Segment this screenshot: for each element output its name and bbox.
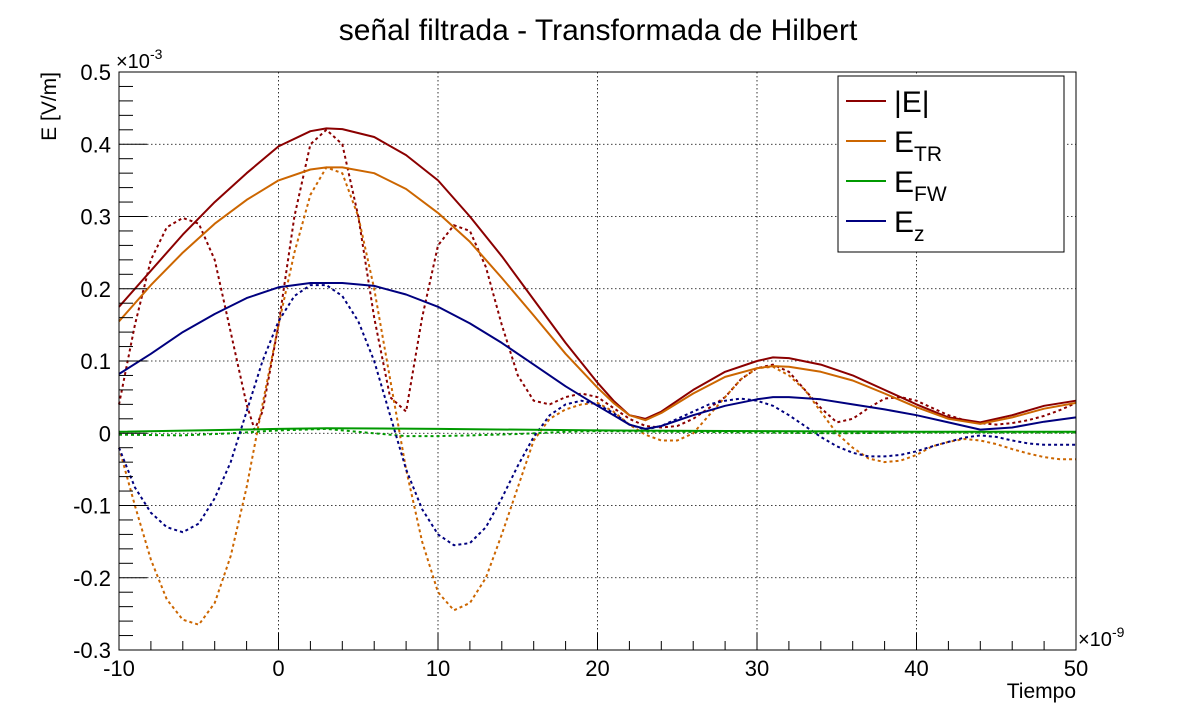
axis-ticks (118, 71, 1077, 651)
y-tick-label: 0.2 (80, 277, 111, 302)
legend-label: ETR (894, 126, 942, 166)
y-tick-label: 0.4 (80, 132, 111, 157)
x-tick-labels: -10 0 10 20 30 40 50 (103, 656, 1088, 681)
series-abs_signal (118, 128, 1077, 431)
x-axis-label: Tiempo (1007, 680, 1076, 703)
series-etr_signal (118, 166, 1076, 626)
y-tick-label: -0.1 (73, 494, 111, 519)
legend-label: Ez (894, 206, 925, 246)
x-tick-label: 50 (1064, 656, 1088, 681)
series-efw_envelope (118, 427, 1076, 433)
legend-label: |E| (894, 86, 930, 119)
x-tick-label: 10 (426, 656, 450, 681)
y-tick-label: 0.5 (80, 60, 111, 85)
data-series (118, 127, 1077, 626)
y-tick-label: 0 (99, 421, 111, 446)
y-tick-label: 0.1 (80, 349, 111, 374)
series-efw_signal (118, 427, 1076, 438)
y-tick-labels: -0.3 -0.2 -0.1 0 0.1 0.2 0.3 0.4 0.5 (73, 60, 111, 663)
series-abs_envelope (118, 127, 1077, 424)
x-tick-label: 20 (585, 656, 609, 681)
x-tick-label: 40 (904, 656, 928, 681)
x-axis-multiplier: ×10-9 (1078, 624, 1125, 651)
x-tick-label: 30 (745, 656, 769, 681)
x-tick-label: -10 (103, 656, 135, 681)
series-etr_envelope (118, 166, 1077, 425)
x-tick-label: 0 (272, 656, 284, 681)
y-tick-label: -0.2 (73, 566, 111, 591)
y-axis-multiplier: ×10-3 (116, 46, 163, 73)
legend-label: EFW (894, 166, 947, 206)
y-axis-label: E [V/m] (38, 72, 61, 141)
y-tick-label: 0.3 (80, 205, 111, 230)
legend-box (837, 75, 1065, 253)
y-tick-label: -0.3 (73, 638, 111, 663)
series-ez_envelope (118, 282, 1077, 431)
chart-title: señal filtrada - Transformada de Hilbert (339, 14, 858, 47)
